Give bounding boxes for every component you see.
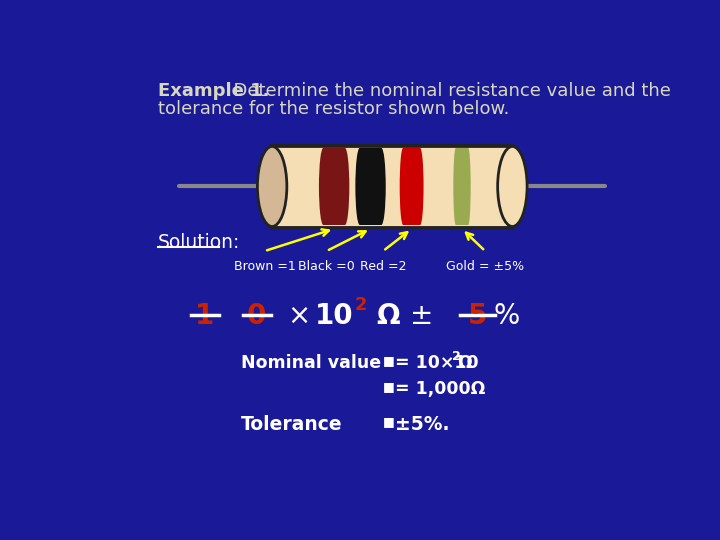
Text: Determine the nominal resistance value and the: Determine the nominal resistance value a… — [222, 82, 670, 100]
Text: ■: ■ — [383, 380, 395, 393]
Bar — [323, 148, 345, 225]
Text: %: % — [494, 302, 520, 330]
Ellipse shape — [319, 148, 328, 225]
Text: Black =0: Black =0 — [298, 260, 355, 273]
Ellipse shape — [466, 148, 471, 225]
Bar — [360, 148, 382, 225]
Text: ■: ■ — [383, 354, 395, 367]
Ellipse shape — [356, 148, 364, 225]
Text: 5: 5 — [468, 302, 487, 330]
Text: Ω: Ω — [457, 354, 472, 372]
Text: Solution:: Solution: — [158, 233, 240, 252]
Ellipse shape — [341, 148, 349, 225]
Ellipse shape — [258, 146, 287, 226]
Text: ■: ■ — [383, 415, 395, 428]
Text: 1: 1 — [195, 302, 215, 330]
Text: Red =2: Red =2 — [360, 260, 406, 273]
FancyBboxPatch shape — [271, 145, 514, 228]
Ellipse shape — [417, 148, 423, 225]
Text: 2: 2 — [452, 350, 461, 363]
Text: Example 1.: Example 1. — [158, 82, 270, 100]
Text: Ω: Ω — [377, 302, 400, 330]
Text: 2: 2 — [355, 296, 367, 314]
Text: ±: ± — [410, 302, 433, 330]
Text: Brown =1: Brown =1 — [233, 260, 295, 273]
Ellipse shape — [498, 146, 527, 226]
Ellipse shape — [400, 148, 407, 225]
Text: Nominal value: Nominal value — [241, 354, 382, 372]
Text: tolerance for the resistor shown below.: tolerance for the resistor shown below. — [158, 100, 510, 118]
Text: 10: 10 — [315, 302, 354, 330]
Text: = 1,000Ω: = 1,000Ω — [395, 380, 485, 398]
Text: = 10×10: = 10×10 — [395, 354, 478, 372]
Text: Gold = ±5%: Gold = ±5% — [446, 260, 524, 273]
Text: ±5%.: ±5%. — [395, 415, 449, 434]
Text: ×: × — [287, 302, 311, 330]
Text: 0: 0 — [247, 302, 266, 330]
Ellipse shape — [377, 148, 386, 225]
Bar — [456, 148, 468, 225]
Ellipse shape — [454, 148, 459, 225]
Text: Tolerance: Tolerance — [241, 415, 343, 434]
Bar — [403, 148, 420, 225]
